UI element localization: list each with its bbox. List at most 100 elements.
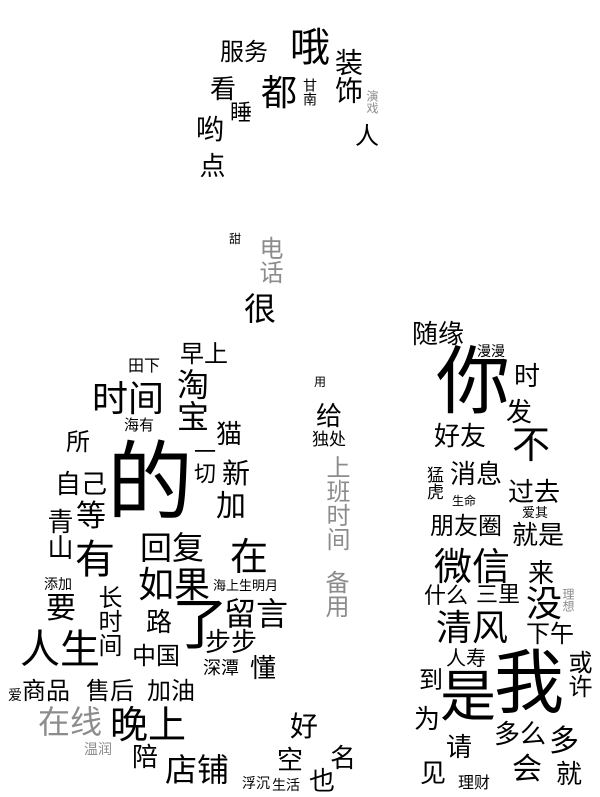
word-qingfeng: 清风 xyxy=(436,608,509,649)
word-jiushi: 就是 xyxy=(512,521,565,551)
word-lai: 来 xyxy=(528,559,555,589)
word-suo: 所 xyxy=(66,428,90,456)
word-deng: 等 xyxy=(76,499,106,534)
word-mao: 猫 xyxy=(216,420,243,450)
word-yao: 要 xyxy=(46,591,76,626)
word-bu: 不 xyxy=(512,423,551,467)
word-jiu: 就 xyxy=(556,760,583,790)
word-menghu: 猛虎 xyxy=(423,466,443,500)
word-shui: 睡 xyxy=(230,101,253,126)
word-liuyan: 留言 xyxy=(224,595,289,633)
word-ming: 名 xyxy=(330,744,357,774)
word-wei: 为 xyxy=(414,705,441,735)
word-shengming: 生命 xyxy=(452,494,477,508)
word-dao: 到 xyxy=(419,666,443,694)
word-xin: 新 xyxy=(222,457,251,490)
word-yo: 哟 xyxy=(196,113,225,146)
word-suiyuan: 随缘 xyxy=(412,320,465,350)
word-gannan: 甘南 xyxy=(301,78,317,106)
word-dianhua: 电话 xyxy=(255,236,283,284)
word-weixin: 微信 xyxy=(434,545,511,589)
word-renshou: 人寿 xyxy=(446,646,486,670)
word-gei: 给 xyxy=(316,402,343,432)
word-shangbanshijian: 上班时间 xyxy=(322,455,350,551)
word-huoxu: 或许 xyxy=(564,650,592,698)
word-xiawu: 下午 xyxy=(526,620,574,648)
word-dian: 点 xyxy=(195,152,225,178)
word-lu: 路 xyxy=(146,608,173,638)
word-yiqie: 一切 xyxy=(190,440,215,484)
word-shenme: 什么 xyxy=(424,584,469,609)
word-hao: 好 xyxy=(290,710,319,743)
word-fuchen: 浮沉 xyxy=(242,776,270,792)
word-xiaoxi: 消息 xyxy=(450,460,503,490)
word-pengyouquan: 朋友圈 xyxy=(430,512,502,540)
word-licai: 理财 xyxy=(458,773,491,792)
word-aiqi: 爱其 xyxy=(522,506,549,521)
word-duchu: 独处 xyxy=(312,430,346,450)
word-shentan: 深潭 xyxy=(203,658,239,679)
word-shi-time: 时 xyxy=(514,362,541,392)
word-shenghuo: 生活 xyxy=(272,778,300,794)
word-zhongguo: 中国 xyxy=(132,642,180,670)
word-qing: 请 xyxy=(446,733,473,763)
word-haishangshengmingyue: 海上生明月 xyxy=(213,579,279,594)
word-fa: 发 xyxy=(506,398,533,428)
word-jiayou: 加油 xyxy=(147,677,195,705)
word-dong: 懂 xyxy=(250,654,277,684)
word-hui: 会 xyxy=(512,752,542,787)
word-ye: 也 xyxy=(309,767,336,797)
word-ni: 你 xyxy=(436,339,510,425)
word-bubu: 步步 xyxy=(205,628,258,658)
word-dianpu: 店铺 xyxy=(165,751,230,789)
word-de: 的 xyxy=(107,433,193,533)
word-ai-left: 爱 xyxy=(8,688,22,704)
word-hen: 很 xyxy=(239,292,277,324)
word-qingshan: 青山 xyxy=(43,508,73,560)
word-kan: 看 xyxy=(210,75,237,105)
word-duome: 多么 xyxy=(494,720,547,750)
word-tian: 甜 xyxy=(229,232,242,246)
word-shi-is: 是 xyxy=(440,665,496,730)
word-fuwu: 服务 xyxy=(220,38,268,66)
word-huifu: 回复 xyxy=(140,529,205,567)
word-dou: 都 xyxy=(261,73,298,114)
word-zaixian: 在线 xyxy=(38,703,103,741)
word-yong: 用 xyxy=(314,375,327,389)
word-duo: 多 xyxy=(549,724,579,759)
word-sanli: 三里 xyxy=(476,583,521,608)
word-zai: 在 xyxy=(230,535,269,579)
word-shijian: 时间 xyxy=(92,379,165,420)
word-manman: 漫漫 xyxy=(477,344,505,360)
word-beiyong: 备用 xyxy=(321,570,349,618)
word-haiyou: 海有 xyxy=(124,416,155,434)
word-ziji: 自己 xyxy=(55,470,108,500)
word-tianxia: 田下 xyxy=(128,356,161,375)
word-le: 了 xyxy=(172,593,228,658)
word-pei: 陪 xyxy=(132,743,159,773)
word-kong: 空 xyxy=(277,746,304,776)
word-shangpin: 商品 xyxy=(22,677,70,705)
word-lixiang: 理想 xyxy=(561,588,575,612)
word-wanshang: 晚上 xyxy=(110,703,187,747)
word-wenrun: 温润 xyxy=(84,742,112,758)
word-mei: 没 xyxy=(526,584,563,625)
word-jia: 加 xyxy=(216,489,246,524)
word-haoyou: 好友 xyxy=(434,422,487,452)
word-wo: 我 xyxy=(494,642,564,724)
word-zaoshang: 早上 xyxy=(180,340,228,368)
word-tianjia: 添加 xyxy=(44,577,72,593)
word-ruguo: 如果 xyxy=(138,565,211,606)
word-you: 有 xyxy=(75,537,115,583)
word-rensheng: 人生 xyxy=(20,627,100,673)
word-changshijian: 长时间 xyxy=(94,585,122,657)
word-ren-top: 人 xyxy=(355,122,379,150)
word-taobao: 淘宝 xyxy=(172,368,210,432)
word-zhuangshi: 装饰 xyxy=(331,48,364,104)
word-o: 哦 xyxy=(290,25,330,71)
word-guoqu: 过去 xyxy=(508,478,561,508)
word-jian: 见 xyxy=(420,759,447,789)
word-shouhou: 售后 xyxy=(86,677,134,705)
word-yanxi: 演戏 xyxy=(365,90,379,114)
